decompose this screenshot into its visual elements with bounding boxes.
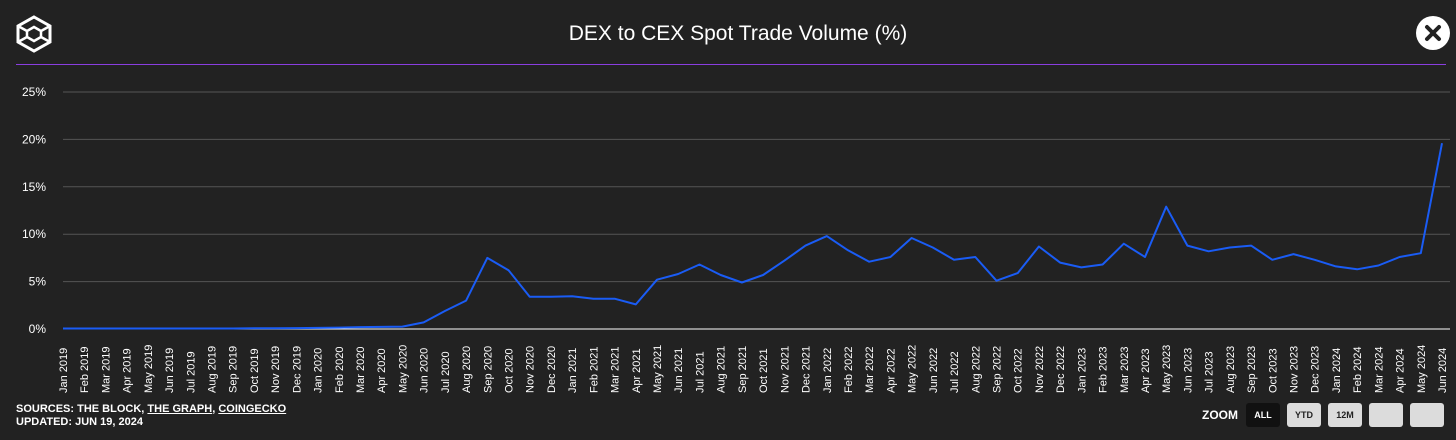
zoom-ytd-button[interactable]: YTD (1287, 403, 1321, 427)
x-tick-label: Apr 2024 (1395, 348, 1407, 393)
close-icon (1425, 25, 1441, 41)
x-tick-label: Nov 2023 (1288, 346, 1300, 393)
x-tick-label: Jan 2023 (1076, 348, 1088, 393)
updated-date: UPDATED: JUN 19, 2024 (16, 416, 143, 428)
x-tick-label: Dec 2023 (1310, 346, 1322, 393)
x-tick-label: Aug 2020 (461, 346, 473, 393)
x-tick-label: Mar 2021 (610, 347, 622, 393)
x-tick-label: Apr 2019 (122, 348, 134, 393)
y-tick-label: 5% (29, 275, 47, 289)
x-tick-label: Mar 2024 (1373, 347, 1385, 393)
zoom-label: ZOOM (1202, 408, 1238, 422)
x-tick-label: May 2024 (1416, 345, 1428, 393)
x-tick-label: Mar 2023 (1119, 347, 1131, 393)
x-tick-label: Jun 2020 (419, 348, 431, 393)
x-tick-label: Oct 2022 (1013, 348, 1025, 393)
x-tick-label: Jan 2022 (822, 348, 834, 393)
x-tick-label: Oct 2020 (504, 348, 516, 393)
x-tick-label: Feb 2024 (1352, 347, 1364, 393)
x-tick-label: Jun 2024 (1437, 348, 1449, 393)
zoom-extra-button-2[interactable] (1410, 403, 1444, 427)
chart-title: DEX to CEX Spot Trade Volume (%) (568, 22, 908, 45)
x-tick-label: Oct 2023 (1267, 348, 1279, 393)
x-tick-label: Nov 2021 (779, 346, 791, 393)
x-tick-label: Apr 2021 (631, 348, 643, 393)
x-tick-label: Dec 2020 (546, 346, 558, 393)
x-tick-label: May 2023 (1161, 345, 1173, 393)
x-tick-label: Apr 2022 (885, 348, 897, 393)
x-tick-label: Feb 2023 (1098, 347, 1110, 393)
x-tick-label: Aug 2021 (716, 346, 728, 393)
x-tick-label: Mar 2022 (864, 347, 876, 393)
x-tick-label: Aug 2022 (970, 346, 982, 393)
source-coingecko-link[interactable]: COINGECKO (218, 403, 287, 415)
x-tick-label: Jul 2019 (185, 351, 197, 393)
x-tick-label: Oct 2019 (249, 348, 261, 393)
sources-prefix: SOURCES: (16, 403, 75, 415)
x-tick-label: Feb 2020 (334, 347, 346, 393)
close-button[interactable] (1416, 16, 1450, 50)
x-tick-label: Dec 2021 (801, 346, 813, 393)
header-divider (16, 64, 1446, 65)
x-tick-label: Jun 2021 (673, 348, 685, 393)
zoom-controls: ZOOM ALL YTD 12M (1202, 403, 1451, 427)
x-tick-label: Dec 2019 (291, 346, 303, 393)
x-tick-label: Jul 2022 (949, 351, 961, 393)
x-tick-label: Sep 2022 (991, 346, 1003, 393)
x-tick-label: May 2019 (143, 345, 155, 393)
x-tick-label: Jun 2022 (928, 348, 940, 393)
source-the-block: THE BLOCK (77, 403, 142, 415)
logo-cube-icon (16, 15, 52, 53)
x-tick-label: Dec 2022 (1055, 346, 1067, 393)
y-tick-label: 20% (22, 132, 46, 146)
x-tick-label: May 2022 (907, 345, 919, 393)
x-tick-label: Mar 2020 (355, 347, 367, 393)
line-chart: 0% 5% 10% 15% 20% 25% Jan 2019 Feb 2019 Mar 2019… (22, 85, 1450, 393)
x-tick-label: May 2021 (652, 345, 664, 393)
zoom-all-button[interactable]: ALL (1246, 403, 1280, 427)
x-tick-label: Nov 2022 (1034, 346, 1046, 393)
x-tick-label: Jul 2023 (1204, 351, 1216, 393)
x-tick-label: Jan 2024 (1331, 348, 1343, 393)
x-tick-label: Oct 2021 (758, 348, 770, 393)
x-tick-label: Feb 2021 (588, 347, 600, 393)
x-tick-label: Feb 2019 (79, 347, 91, 393)
y-tick-label: 25% (22, 85, 46, 99)
x-tick-label: Aug 2019 (207, 346, 219, 393)
x-tick-label: May 2020 (397, 345, 409, 393)
zoom-extra-button-1[interactable] (1369, 403, 1403, 427)
x-tick-label: Apr 2020 (376, 348, 388, 393)
zoom-12m-button[interactable]: 12M (1328, 403, 1362, 427)
x-tick-label: Nov 2020 (525, 346, 537, 393)
x-tick-label: Jun 2023 (1182, 348, 1194, 393)
series-line-0 (63, 143, 1443, 330)
x-tick-label: Feb 2022 (843, 347, 855, 393)
x-tick-label: Jan 2021 (567, 348, 579, 393)
x-tick-label: Jan 2019 (58, 348, 70, 393)
x-tick-label: Aug 2023 (1225, 346, 1237, 393)
x-tick-label: Mar 2019 (100, 347, 112, 393)
x-tick-label: Nov 2019 (270, 346, 282, 393)
x-tick-label: Apr 2023 (1140, 348, 1152, 393)
y-tick-label: 0% (29, 322, 47, 336)
x-tick-label: Sep 2019 (228, 346, 240, 393)
y-tick-label: 15% (22, 180, 46, 194)
x-tick-label: Jun 2019 (164, 348, 176, 393)
footer-sources: SOURCES: THE BLOCK, THE GRAPH, COINGECKO… (16, 403, 287, 428)
source-the-graph-link[interactable]: THE GRAPH (147, 403, 213, 415)
y-tick-label: 10% (22, 227, 46, 241)
x-tick-label: Jul 2020 (440, 351, 452, 393)
x-tick-label: Jan 2020 (313, 348, 325, 393)
x-tick-label: Jul 2021 (694, 351, 706, 393)
x-tick-label: Sep 2023 (1246, 346, 1258, 393)
x-tick-label: Sep 2021 (737, 346, 749, 393)
x-tick-label: Sep 2020 (482, 346, 494, 393)
